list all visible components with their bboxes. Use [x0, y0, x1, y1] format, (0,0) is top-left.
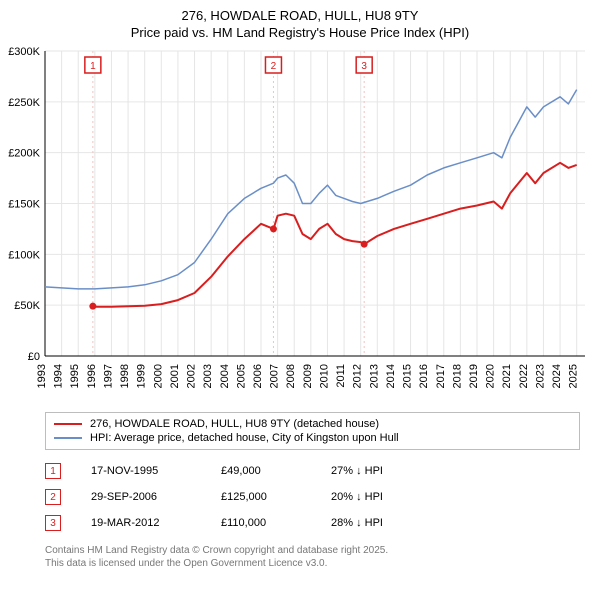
chart-area: £0 £50K £100K £150K £200K £250K £300K 1993 1994 1…: [0, 46, 600, 406]
svg-text:2010: 2010: [318, 364, 330, 388]
svg-text:1997: 1997: [102, 364, 114, 388]
svg-text:2020: 2020: [485, 364, 497, 388]
svg-text:1998: 1998: [119, 364, 131, 388]
footer: Contains HM Land Registry data © Crown c…: [45, 544, 580, 570]
footer-line: This data is licensed under the Open Gov…: [45, 557, 580, 570]
svg-text:2013: 2013: [368, 364, 380, 388]
marker-row: 2 29-SEP-2006 £125,000 20% ↓ HPI: [45, 484, 580, 510]
svg-text:£100K: £100K: [8, 249, 40, 261]
svg-text:2008: 2008: [285, 364, 297, 388]
svg-text:2016: 2016: [418, 364, 430, 388]
svg-text:3: 3: [361, 61, 367, 72]
marker-row: 1 17-NOV-1995 £49,000 27% ↓ HPI: [45, 458, 580, 484]
svg-text:2002: 2002: [186, 364, 198, 388]
marker-pct: 28% ↓ HPI: [331, 517, 383, 529]
legend-row: 276, HOWDALE ROAD, HULL, HU8 9TY (detach…: [54, 417, 571, 431]
svg-text:2007: 2007: [269, 364, 281, 388]
svg-text:2004: 2004: [219, 364, 231, 388]
marker-badge: 2: [45, 489, 61, 505]
title-address: 276, HOWDALE ROAD, HULL, HU8 9TY: [0, 8, 600, 23]
title-block: 276, HOWDALE ROAD, HULL, HU8 9TY Price p…: [0, 0, 600, 46]
marker-date: 17-NOV-1995: [91, 465, 221, 477]
svg-text:£50K: £50K: [14, 300, 40, 312]
svg-text:2019: 2019: [468, 364, 480, 388]
footer-line: Contains HM Land Registry data © Crown c…: [45, 544, 580, 557]
svg-text:2024: 2024: [551, 364, 563, 388]
svg-text:2017: 2017: [435, 364, 447, 388]
chart-container: 276, HOWDALE ROAD, HULL, HU8 9TY Price p…: [0, 0, 600, 570]
svg-text:2001: 2001: [169, 364, 181, 388]
svg-text:2009: 2009: [302, 364, 314, 388]
svg-text:2023: 2023: [534, 364, 546, 388]
svg-text:2000: 2000: [152, 364, 164, 388]
title-subtitle: Price paid vs. HM Land Registry's House …: [0, 25, 600, 40]
legend-row: HPI: Average price, detached house, City…: [54, 431, 571, 445]
svg-text:2018: 2018: [451, 364, 463, 388]
marker-pct: 20% ↓ HPI: [331, 491, 383, 503]
svg-text:2015: 2015: [402, 364, 414, 388]
svg-text:£300K: £300K: [8, 46, 40, 58]
svg-text:1993: 1993: [36, 364, 48, 388]
legend: 276, HOWDALE ROAD, HULL, HU8 9TY (detach…: [45, 412, 580, 450]
marker-badge: 1: [45, 463, 61, 479]
svg-text:1999: 1999: [136, 364, 148, 388]
legend-swatch: [54, 423, 82, 425]
svg-text:1994: 1994: [53, 364, 65, 388]
svg-text:2006: 2006: [252, 364, 264, 388]
marker-date: 29-SEP-2006: [91, 491, 221, 503]
svg-text:2022: 2022: [518, 364, 530, 388]
svg-text:2021: 2021: [501, 364, 513, 388]
svg-text:2: 2: [271, 61, 277, 72]
marker-price: £49,000: [221, 465, 331, 477]
marker-pct: 27% ↓ HPI: [331, 465, 383, 477]
svg-text:£0: £0: [28, 351, 40, 363]
svg-text:2005: 2005: [235, 364, 247, 388]
marker-date: 19-MAR-2012: [91, 517, 221, 529]
legend-label: 276, HOWDALE ROAD, HULL, HU8 9TY (detach…: [90, 418, 379, 430]
svg-text:1: 1: [90, 61, 96, 72]
svg-text:1996: 1996: [86, 364, 98, 388]
svg-text:£200K: £200K: [8, 148, 40, 160]
svg-text:£250K: £250K: [8, 97, 40, 109]
svg-text:2011: 2011: [335, 364, 347, 388]
chart-svg: £0 £50K £100K £150K £200K £250K £300K 1993 1994 1…: [0, 46, 600, 406]
legend-swatch: [54, 437, 82, 439]
marker-price: £125,000: [221, 491, 331, 503]
svg-text:£150K: £150K: [8, 199, 40, 211]
svg-text:2025: 2025: [568, 364, 580, 388]
marker-badge: 3: [45, 515, 61, 531]
marker-price: £110,000: [221, 517, 331, 529]
svg-text:2014: 2014: [385, 364, 397, 388]
svg-text:2003: 2003: [202, 364, 214, 388]
svg-text:1995: 1995: [69, 364, 81, 388]
svg-text:2012: 2012: [352, 364, 364, 388]
legend-label: HPI: Average price, detached house, City…: [90, 432, 399, 444]
marker-table: 1 17-NOV-1995 £49,000 27% ↓ HPI 2 29-SEP…: [45, 458, 580, 536]
marker-row: 3 19-MAR-2012 £110,000 28% ↓ HPI: [45, 510, 580, 536]
